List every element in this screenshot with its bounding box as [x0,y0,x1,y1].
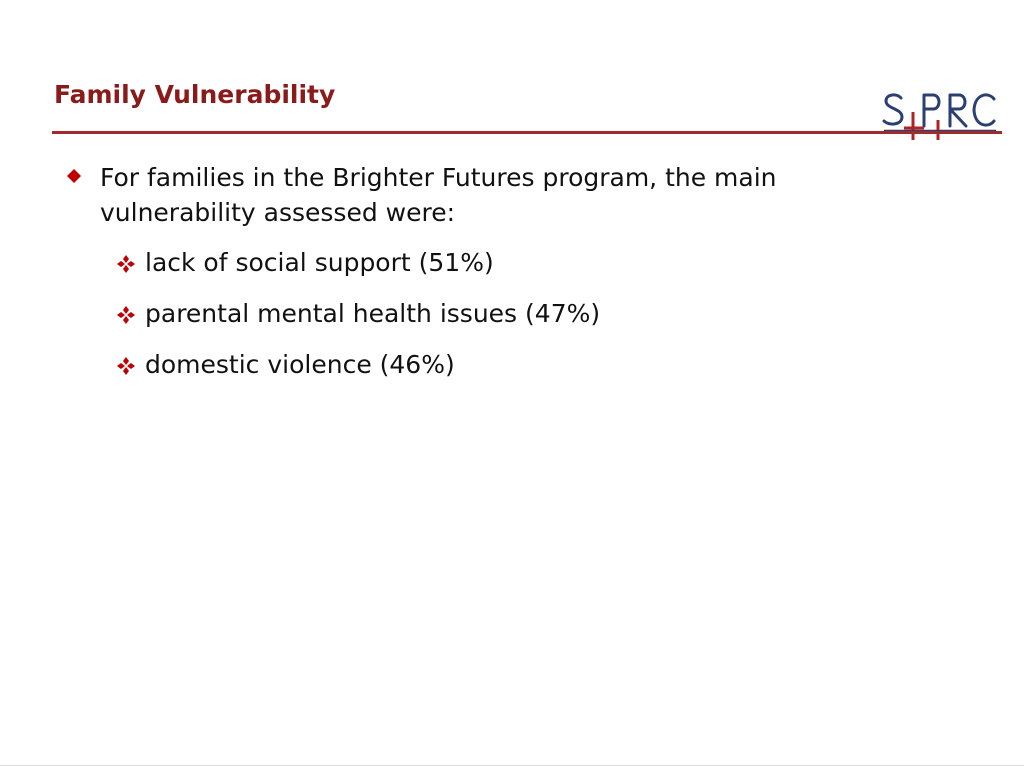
list-item: lack of social support (51%) [117,245,817,296]
footer-divider [0,765,1024,766]
four-diamond-bullet-icon [117,255,135,273]
four-diamond-bullet-icon [117,357,135,375]
title-underline [52,131,1002,134]
list-item: domestic violence (46%) [117,347,817,398]
slide-title: Family Vulnerability [54,80,336,109]
list-item: parental mental health issues (47%) [117,296,817,347]
main-bullet-text: For families in the Brighter Futures pro… [100,163,777,227]
sub-bullet-text: domestic violence (46%) [145,350,455,379]
sub-bullet-list: lack of social support (51%) parental me… [117,245,817,398]
sprc-logo [882,93,996,140]
four-diamond-bullet-icon [117,306,135,324]
sub-bullet-text: parental mental health issues (47%) [145,299,601,328]
sub-bullet-text: lack of social support (51%) [145,248,494,277]
diamond-bullet-icon [67,169,81,183]
main-bullet: For families in the Brighter Futures pro… [67,160,887,230]
